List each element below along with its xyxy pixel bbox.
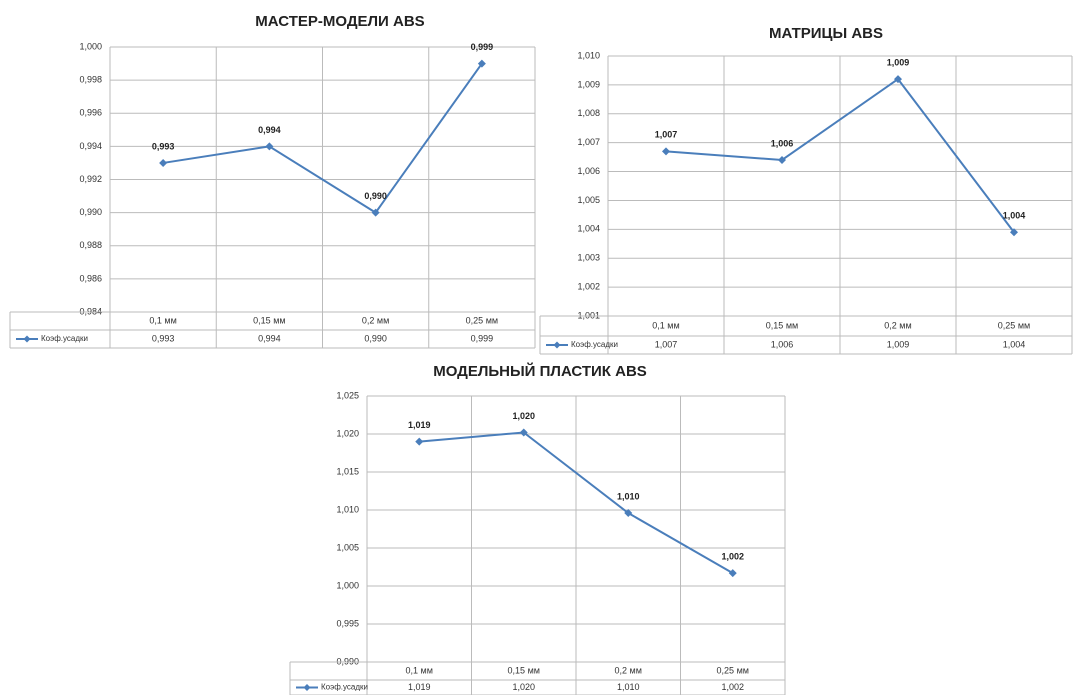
data-label: 1,020 bbox=[512, 411, 535, 421]
category-label: 0,1 мм bbox=[149, 315, 176, 325]
y-tick-label: 1,002 bbox=[577, 281, 600, 291]
data-label: 0,999 bbox=[471, 42, 494, 52]
y-tick-label: 1,010 bbox=[577, 50, 600, 60]
data-label: 0,993 bbox=[152, 141, 175, 151]
category-label: 0,15 мм bbox=[766, 320, 798, 330]
table-value: 1,006 bbox=[771, 339, 794, 349]
y-tick-label: 1,015 bbox=[336, 466, 359, 476]
series-line bbox=[162, 62, 483, 214]
y-tick-label: 1,009 bbox=[577, 79, 600, 89]
y-tick-label: 1,000 bbox=[79, 41, 102, 51]
y-tick-label: 0,995 bbox=[336, 618, 359, 628]
legend-marker bbox=[303, 684, 311, 691]
legend-marker bbox=[553, 341, 561, 349]
y-tick-label: 1,006 bbox=[577, 166, 600, 176]
data-label: 1,019 bbox=[408, 420, 431, 430]
legend-label: Коэф.усадки bbox=[321, 683, 368, 692]
data-label: 1,006 bbox=[771, 138, 794, 148]
marker bbox=[371, 208, 380, 217]
y-tick-label: 0,990 bbox=[336, 656, 359, 666]
y-tick-label: 0,996 bbox=[79, 108, 102, 118]
data-label: 1,009 bbox=[887, 57, 910, 67]
marker bbox=[894, 75, 902, 84]
chart-title: МАСТЕР-МОДЕЛИ ABS bbox=[255, 13, 424, 30]
data-label: 1,002 bbox=[721, 551, 744, 561]
y-tick-label: 0,986 bbox=[79, 273, 102, 283]
marker bbox=[778, 156, 786, 164]
table-value: 1,020 bbox=[512, 682, 535, 692]
table-value: 0,999 bbox=[471, 333, 494, 343]
marker bbox=[519, 428, 528, 437]
legend-marker bbox=[23, 335, 31, 343]
category-label: 0,25 мм bbox=[717, 665, 749, 675]
y-tick-label: 0,998 bbox=[79, 75, 102, 85]
category-label: 0,15 мм bbox=[508, 665, 540, 675]
series-line bbox=[665, 77, 1015, 233]
y-tick-label: 1,007 bbox=[577, 137, 600, 147]
y-tick-label: 0,994 bbox=[79, 141, 102, 151]
category-label: 0,2 мм bbox=[362, 315, 389, 325]
category-label: 0,2 мм bbox=[615, 665, 642, 675]
category-label: 0,15 мм bbox=[253, 315, 285, 325]
table-value: 1,004 bbox=[1003, 339, 1026, 349]
category-label: 0,1 мм bbox=[406, 665, 433, 675]
y-tick-label: 0,992 bbox=[79, 174, 102, 184]
marker bbox=[477, 59, 486, 68]
y-tick-label: 0,990 bbox=[79, 207, 102, 217]
marker bbox=[662, 147, 670, 156]
marker bbox=[1010, 228, 1018, 237]
y-tick-label: 1,005 bbox=[336, 542, 359, 552]
category-label: 0,2 мм bbox=[884, 320, 911, 330]
marker bbox=[624, 509, 633, 518]
y-tick-label: 1,025 bbox=[336, 390, 359, 400]
category-label: 0,1 мм bbox=[652, 320, 679, 330]
y-tick-label: 0,988 bbox=[79, 240, 102, 250]
table-value: 0,990 bbox=[364, 333, 387, 343]
y-tick-label: 1,003 bbox=[577, 253, 600, 263]
category-label: 0,25 мм bbox=[466, 315, 498, 325]
table-value: 1,010 bbox=[617, 682, 640, 692]
marker bbox=[265, 142, 274, 151]
data-label: 1,004 bbox=[1003, 211, 1026, 221]
marker bbox=[728, 569, 737, 578]
legend-label: Коэф.усадки bbox=[571, 340, 618, 349]
y-tick-label: 1,005 bbox=[577, 195, 600, 205]
series-line bbox=[419, 431, 734, 574]
y-tick-label: 1,000 bbox=[336, 580, 359, 590]
data-label: 1,007 bbox=[655, 130, 678, 140]
y-tick-label: 0,984 bbox=[79, 306, 102, 316]
table-value: 1,002 bbox=[721, 682, 744, 692]
y-tick-label: 1,010 bbox=[336, 504, 359, 514]
y-tick-label: 1,020 bbox=[336, 428, 359, 438]
y-tick-label: 1,001 bbox=[577, 310, 600, 320]
marker bbox=[415, 437, 424, 446]
table-value: 1,019 bbox=[408, 682, 431, 692]
data-label: 1,010 bbox=[617, 491, 640, 501]
table-value: 1,007 bbox=[655, 339, 678, 349]
y-tick-label: 1,008 bbox=[577, 108, 600, 118]
category-label: 0,25 мм bbox=[998, 320, 1030, 330]
data-label: 0,990 bbox=[364, 191, 387, 201]
legend-label: Коэф.усадки bbox=[41, 334, 88, 343]
marker bbox=[159, 158, 168, 167]
table-value: 0,993 bbox=[152, 333, 175, 343]
chart-title: МАТРИЦЫ ABS bbox=[769, 25, 883, 42]
table-value: 1,009 bbox=[887, 339, 910, 349]
y-tick-label: 1,004 bbox=[577, 224, 600, 234]
table-value: 0,994 bbox=[258, 333, 281, 343]
data-label: 0,994 bbox=[258, 125, 281, 135]
chart-title: МОДЕЛЬНЫЙ ПЛАСТИК ABS bbox=[433, 362, 647, 380]
